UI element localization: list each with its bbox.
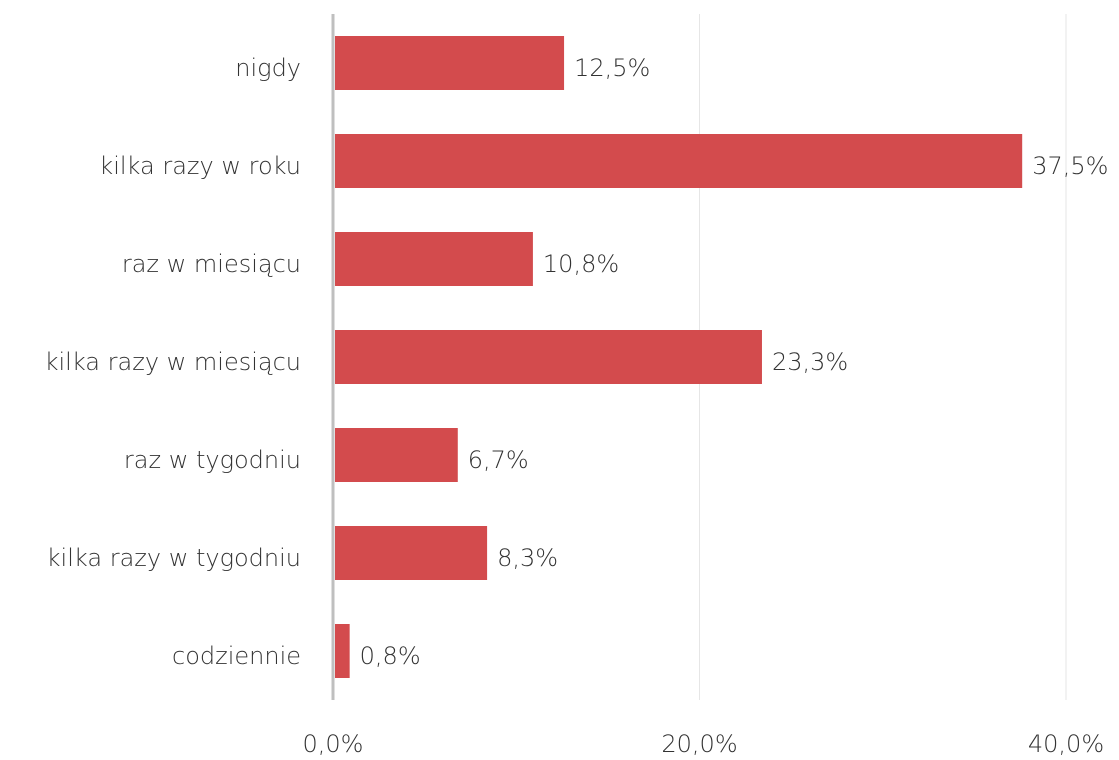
bar	[335, 232, 533, 286]
value-label: 10,8%	[543, 250, 619, 278]
y-tick-label: nigdy	[235, 54, 301, 82]
y-tick-label: kilka razy w miesiącu	[45, 348, 301, 376]
value-label: 0,8%	[360, 642, 421, 670]
bar	[335, 134, 1023, 188]
bar	[335, 526, 488, 580]
y-tick-label: codziennie	[172, 642, 301, 670]
bar	[335, 428, 458, 482]
x-tick-label: 20,0%	[661, 730, 737, 758]
bar	[335, 36, 565, 90]
bar	[335, 624, 350, 678]
value-label: 23,3%	[772, 348, 848, 376]
value-label: 8,3%	[497, 544, 558, 572]
y-tick-label: kilka razy w tygodniu	[47, 544, 301, 572]
value-label: 12,5%	[574, 54, 650, 82]
bar	[335, 330, 762, 384]
y-tick-label: raz w tygodniu	[124, 446, 301, 474]
value-label: 6,7%	[468, 446, 529, 474]
y-tick-label: kilka razy w roku	[99, 152, 301, 180]
value-label: 37,5%	[1032, 152, 1108, 180]
y-tick-label: raz w miesiącu	[122, 250, 301, 278]
x-tick-label: 40,0%	[1028, 730, 1104, 758]
x-tick-label: 0,0%	[303, 730, 364, 758]
